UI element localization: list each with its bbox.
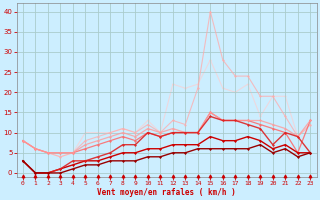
Point [45, 175, 51, 178]
X-axis label: Vent moyen/en rafales ( km/h ): Vent moyen/en rafales ( km/h ) [97, 188, 236, 197]
Point [170, 175, 175, 178]
Point [108, 175, 113, 178]
Point [133, 175, 138, 178]
Point [270, 175, 275, 178]
Point [83, 175, 88, 178]
Point [158, 175, 163, 178]
Point [95, 175, 100, 178]
Point [208, 175, 213, 178]
Point [145, 175, 150, 178]
Point [195, 175, 200, 178]
Point [308, 175, 313, 178]
Point [58, 175, 63, 178]
Point [33, 175, 38, 178]
Point [70, 175, 76, 178]
Point [283, 175, 288, 178]
Point [295, 175, 300, 178]
Point [120, 175, 125, 178]
Point [183, 175, 188, 178]
Point [20, 175, 26, 178]
Point [245, 175, 250, 178]
Point [258, 175, 263, 178]
Point [233, 175, 238, 178]
Point [220, 175, 225, 178]
